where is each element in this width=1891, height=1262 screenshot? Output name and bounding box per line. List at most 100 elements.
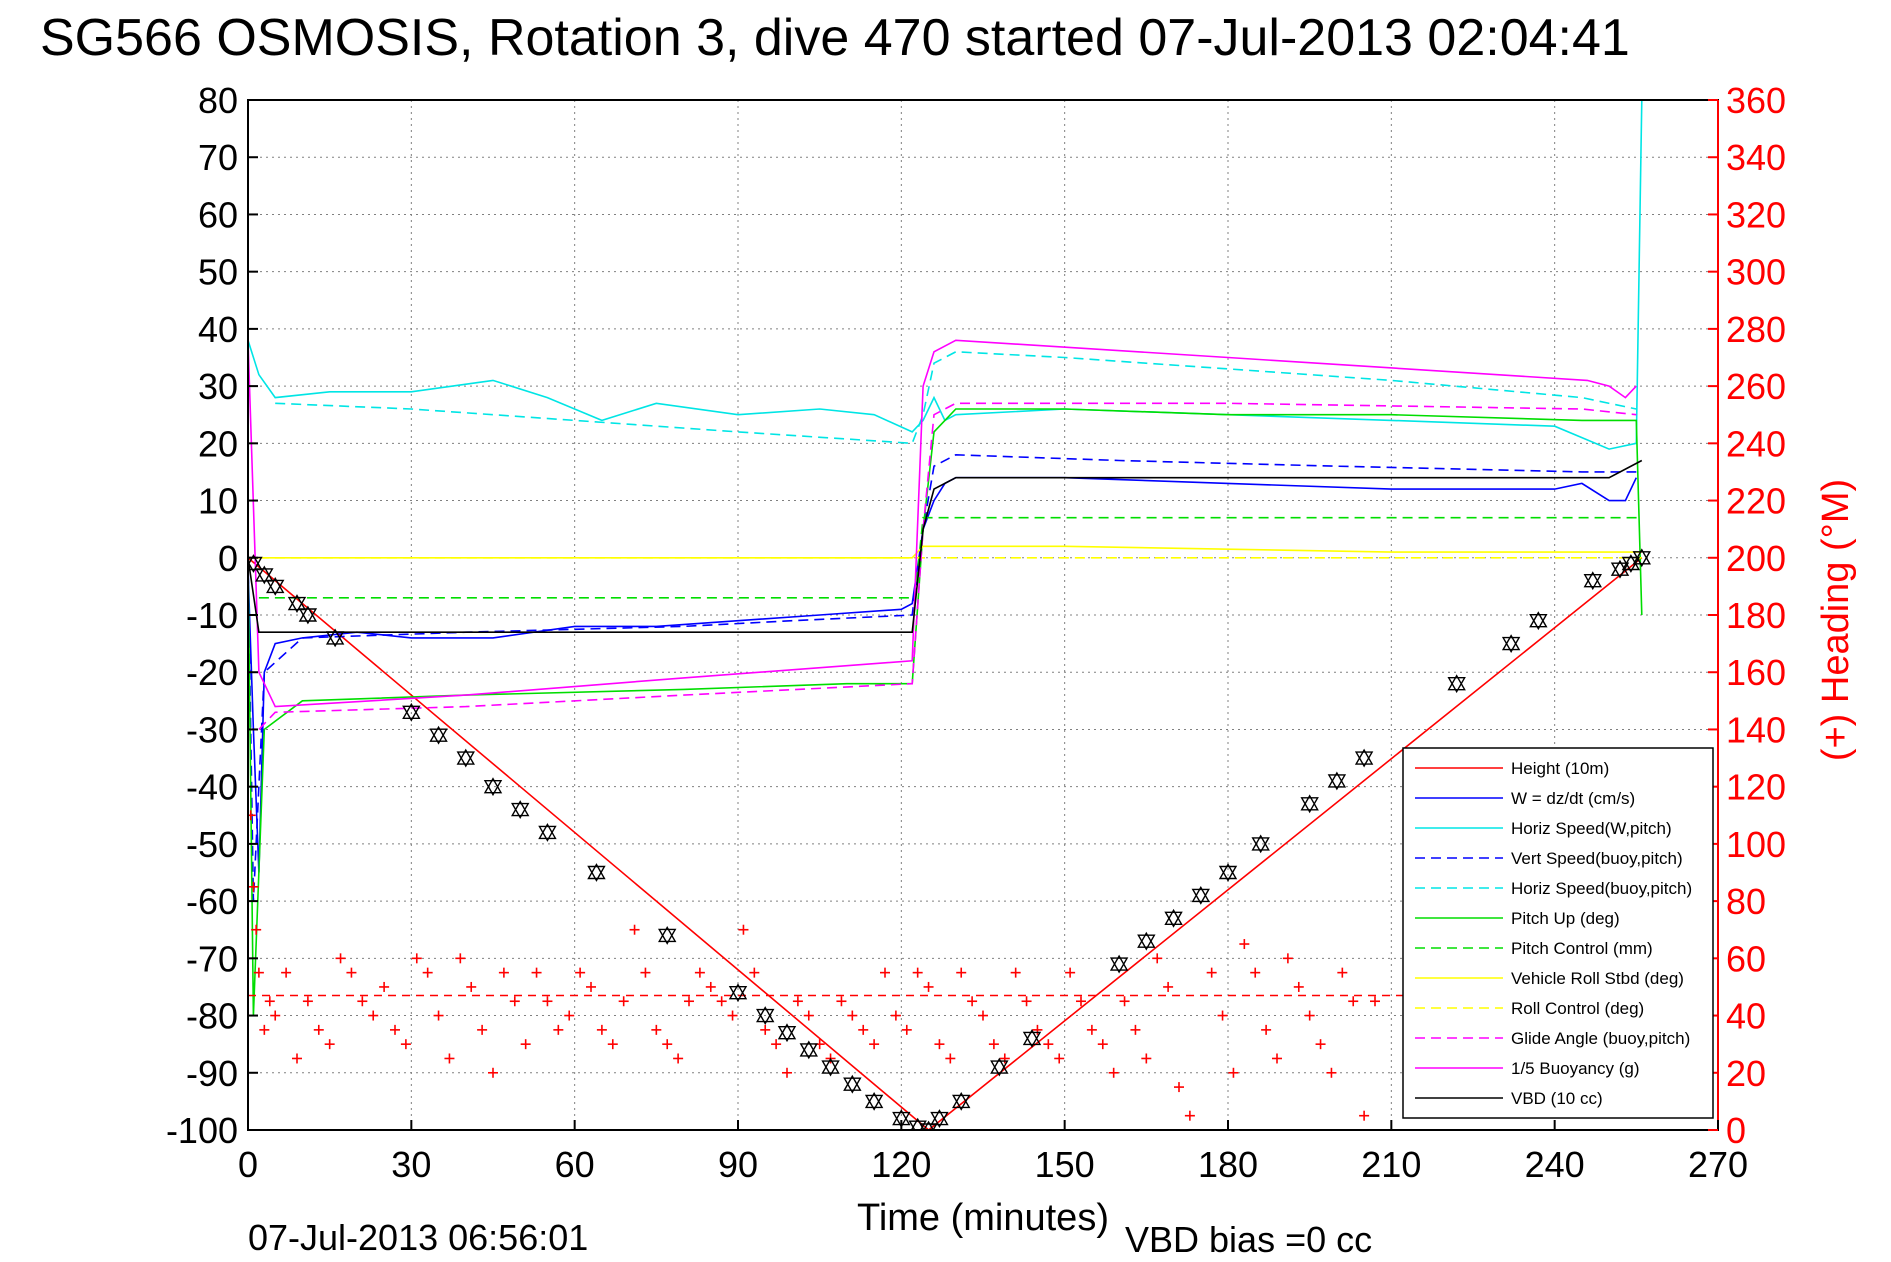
height-marker-down: [1501, 636, 1521, 654]
height-marker-down: [1354, 751, 1374, 768]
right-tick-label: 140: [1726, 709, 1786, 750]
height-marker-up: [298, 605, 318, 622]
left-tick-label: 10: [198, 481, 238, 522]
heading-point: [466, 981, 477, 992]
height-marker: [821, 1057, 840, 1077]
height-marker: [1354, 748, 1374, 768]
series-line-10: [248, 339, 1637, 708]
heading-point: [400, 1039, 411, 1050]
height-marker-down: [658, 928, 677, 945]
right-tick-label: 340: [1726, 137, 1786, 178]
height-marker: [930, 1109, 949, 1128]
left-tick-label: 0: [218, 538, 238, 579]
vbd-bias-label: VBD bias =0 cc: [1125, 1219, 1372, 1260]
left-tick-label: -80: [186, 996, 238, 1037]
height-marker-up: [952, 1091, 971, 1109]
height-marker-up: [756, 1006, 775, 1023]
height-marker-down: [821, 1060, 840, 1077]
left-tick-label: -10: [186, 595, 238, 636]
right-tick-label: 0: [1726, 1110, 1746, 1151]
x-tick-label: 0: [238, 1144, 258, 1185]
heading-point: [335, 953, 346, 964]
heading-point: [1141, 1053, 1152, 1064]
heading-point: [302, 996, 313, 1007]
legend-label: Height (10m): [1511, 759, 1609, 778]
height-marker-up: [325, 628, 345, 645]
legend-label: 1/5 Buoyancy (g): [1511, 1059, 1640, 1078]
height-marker-up: [538, 823, 557, 840]
height-marker-down: [919, 1123, 938, 1130]
heading-point: [890, 1010, 901, 1021]
height-marker-down: [843, 1077, 862, 1094]
height-marker: [1109, 954, 1129, 974]
height-marker-up: [587, 863, 606, 880]
height-marker: [1137, 931, 1156, 951]
x-tick-label: 90: [718, 1144, 758, 1185]
height-marker-down: [799, 1043, 818, 1060]
heading-point: [782, 1067, 792, 1078]
left-tick-label: 50: [198, 252, 238, 293]
heading-point: [1054, 1053, 1065, 1064]
height-marker-up: [429, 725, 448, 742]
left-tick-label: 60: [198, 194, 238, 235]
height-marker-up: [843, 1074, 862, 1091]
right-tick-label: 260: [1726, 366, 1786, 407]
right-tick-label: 320: [1726, 194, 1786, 235]
heading-point: [1293, 981, 1304, 992]
heading-point: [575, 967, 586, 978]
x-axis-label: Time (minutes): [857, 1197, 1109, 1239]
height-marker: [402, 702, 421, 722]
height-marker: [756, 1006, 775, 1025]
heading-point: [1130, 1024, 1141, 1035]
height-marker-up: [777, 1023, 797, 1040]
heading-point: [607, 1039, 618, 1050]
heading-point: [251, 924, 262, 935]
height-marker-down: [402, 705, 421, 722]
height-marker: [728, 983, 748, 1003]
height-marker: [429, 725, 448, 745]
heading-point: [1119, 996, 1130, 1007]
heading-point: [901, 1024, 912, 1035]
heading-point: [956, 967, 967, 978]
x-tick-label: 180: [1198, 1144, 1258, 1185]
height-marker-down: [756, 1008, 775, 1025]
heading-point: [988, 1039, 999, 1050]
heading-point: [705, 981, 716, 992]
series-line-11: [248, 459, 1643, 634]
height-marker: [658, 926, 677, 945]
height-marker-up: [402, 702, 421, 719]
heading-point: [1065, 967, 1076, 978]
heading-point: [1370, 996, 1380, 1007]
height-marker-down: [777, 1026, 797, 1043]
heading-point: [684, 996, 694, 1007]
height-marker-down: [1022, 1031, 1042, 1048]
height-marker: [777, 1023, 797, 1043]
heading-point: [379, 981, 390, 992]
height-marker: [1327, 771, 1347, 791]
height-marker-down: [325, 631, 345, 648]
heading-layer: [248, 810, 1718, 1121]
heading-point: [390, 1024, 400, 1035]
series-line-2: [248, 100, 1643, 450]
right-tick-label: 360: [1726, 80, 1786, 121]
x-tick-label: 210: [1361, 1144, 1421, 1185]
height-marker-up: [1191, 885, 1210, 903]
left-tick-label: -50: [186, 824, 238, 865]
heading-point: [673, 1053, 684, 1064]
height-marker-down: [952, 1094, 971, 1111]
heading-point: [1010, 967, 1021, 978]
heading-point: [760, 1024, 771, 1035]
heading-point: [1359, 1110, 1370, 1121]
heading-point: [1261, 1024, 1272, 1035]
heading-point: [978, 1010, 988, 1021]
height-marker: [1632, 548, 1651, 568]
height-marker: [1164, 908, 1183, 928]
heading-point: [281, 967, 292, 978]
legend-label: VBD (10 cc): [1511, 1089, 1603, 1108]
height-marker-down: [587, 865, 606, 882]
right-tick-label: 100: [1726, 824, 1786, 865]
heading-point: [1326, 1067, 1337, 1078]
height-marker: [1501, 634, 1521, 654]
heading-point: [694, 967, 705, 978]
